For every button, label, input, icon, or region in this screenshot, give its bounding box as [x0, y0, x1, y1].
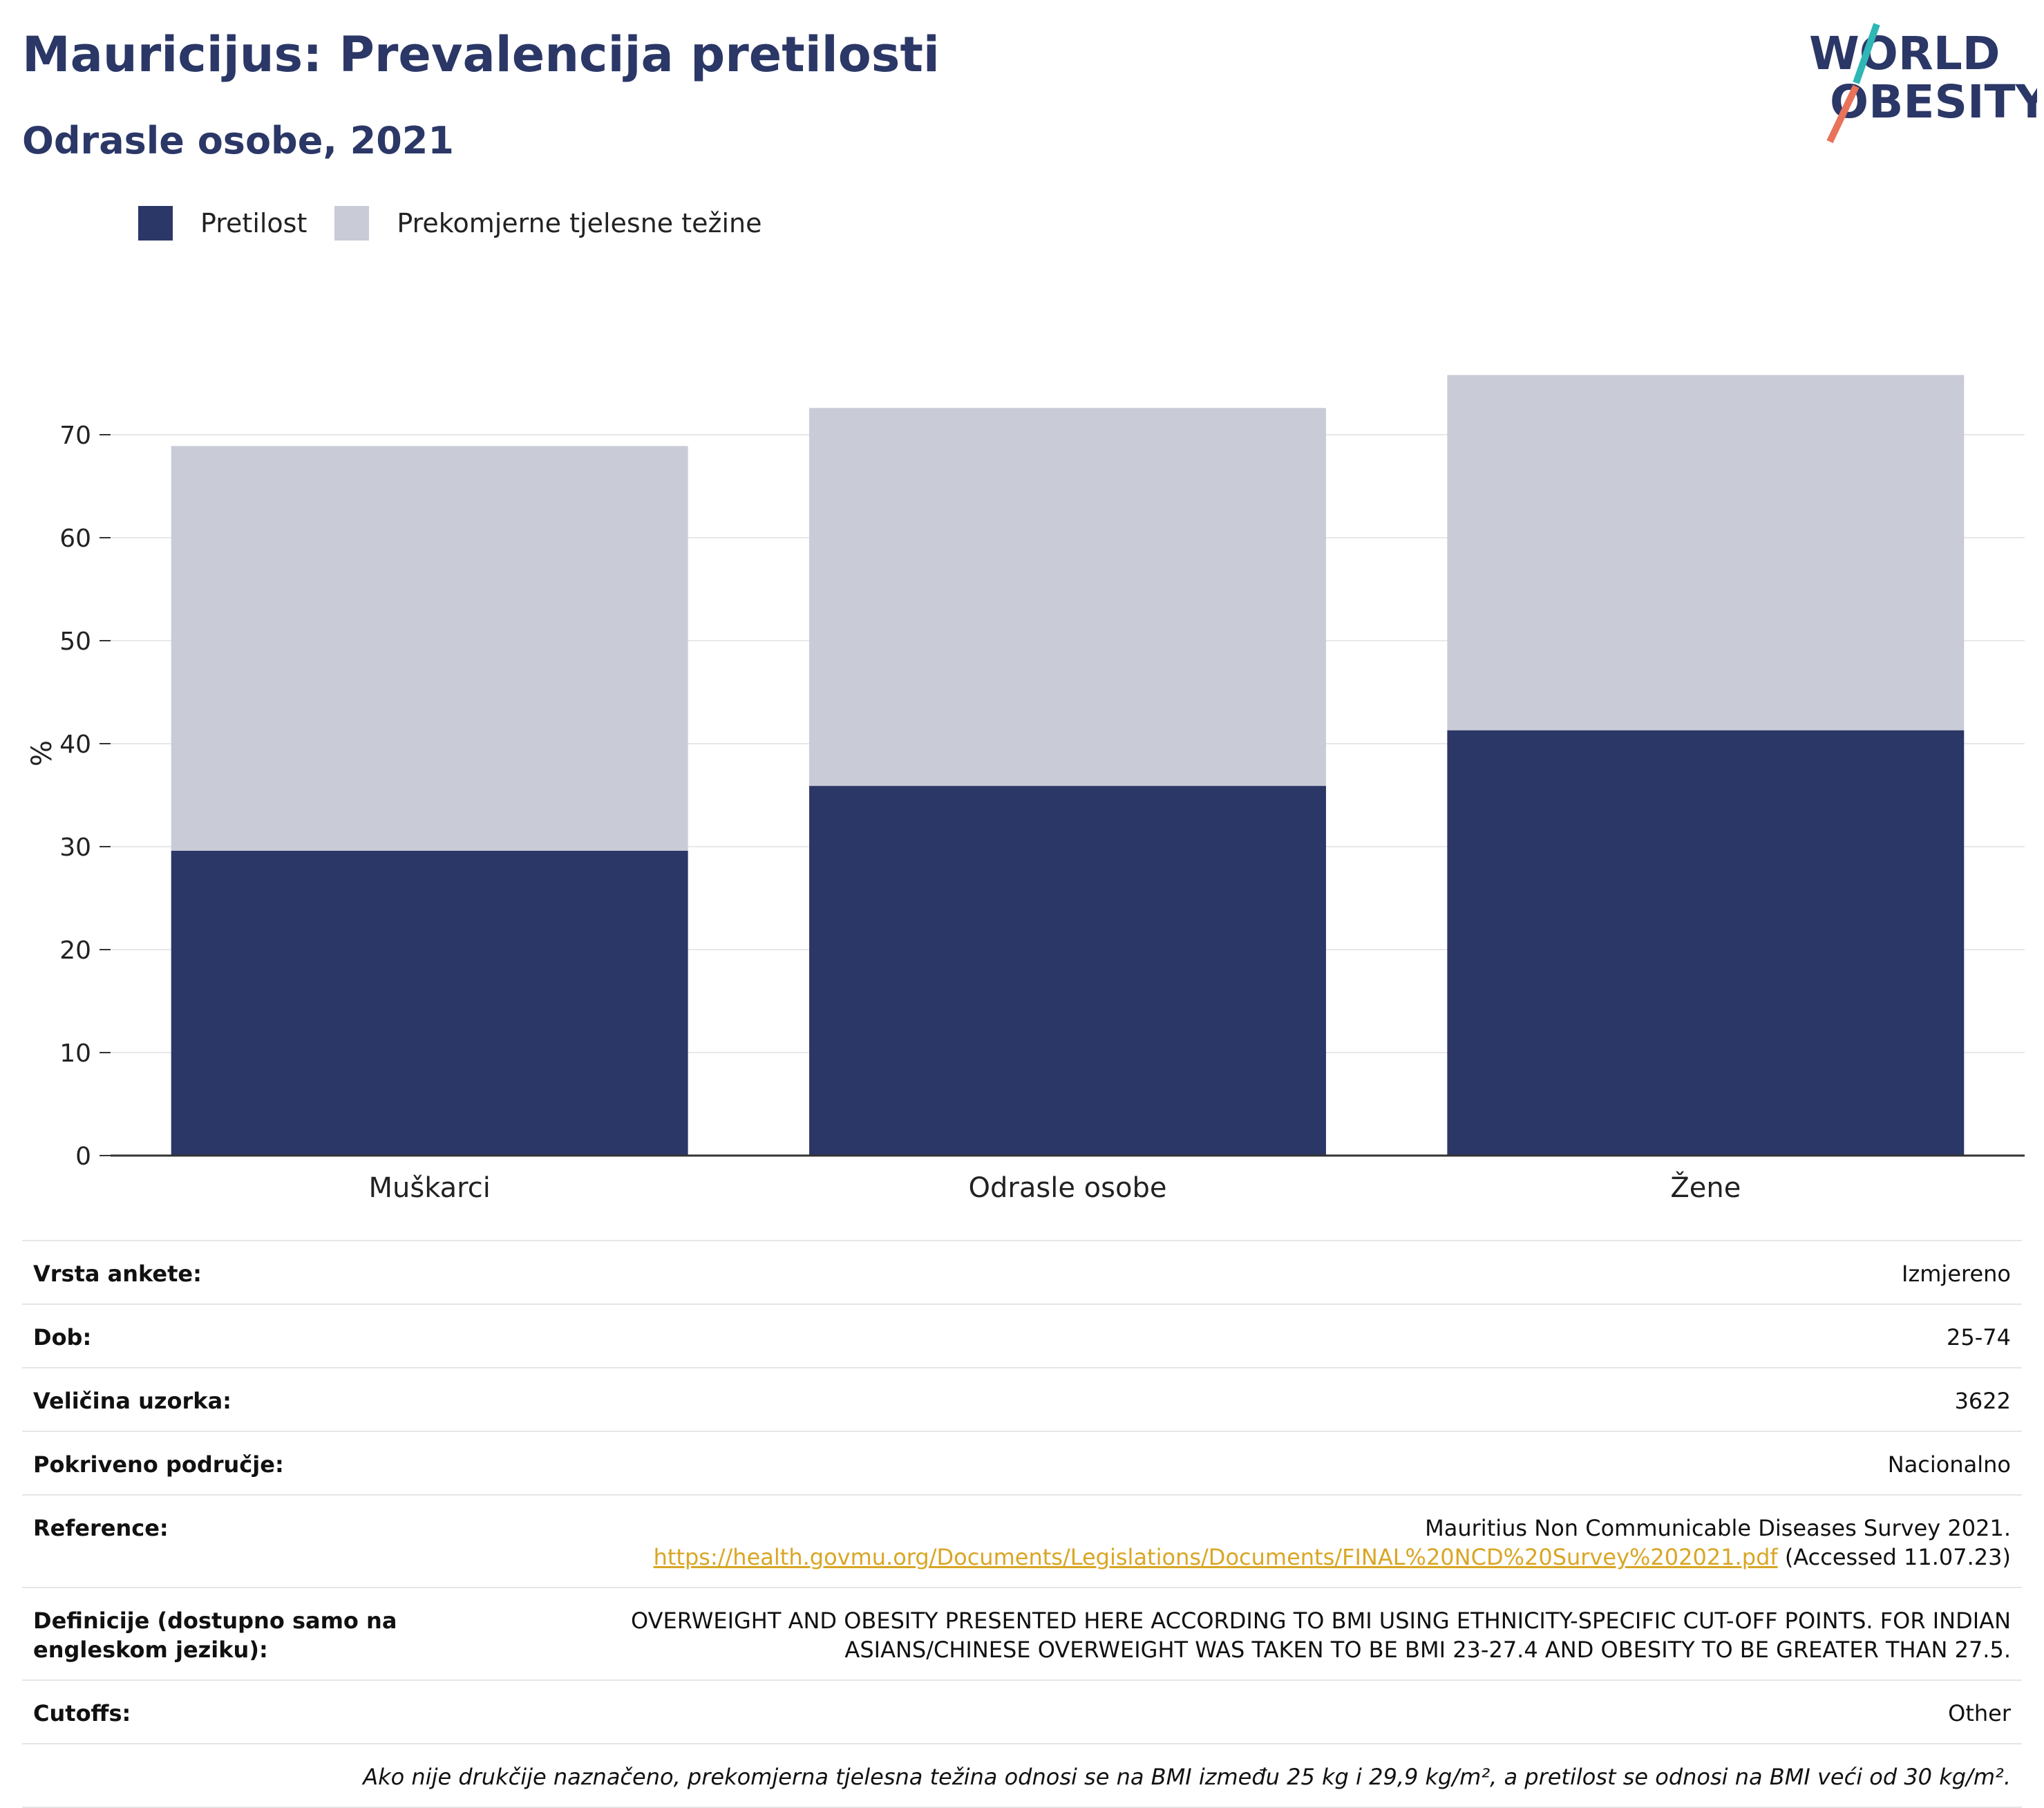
info-value: 25-74	[1947, 1324, 2011, 1350]
footnote-text: Ako nije drukčije naznačeno, prekomjerna…	[363, 1764, 2011, 1790]
world-obesity-logo: WORLD OBESITY	[1802, 21, 2044, 145]
chart-title: Mauricijus: Prevalencija pretilosti	[22, 26, 940, 83]
info-footnote: Ako nije drukčije naznačeno, prekomjerna…	[22, 1744, 2022, 1808]
info-value: Mauritius Non Communicable Diseases Surv…	[654, 1514, 2011, 1572]
bar-overweight-1[interactable]	[809, 408, 1326, 787]
bar-obesity-0[interactable]	[171, 850, 688, 1156]
y-tick-label: 30	[59, 834, 91, 862]
info-value: OVERWEIGHT AND OBESITY PRESENTED HERE AC…	[631, 1608, 2011, 1663]
legend-label-obesity: Pretilost	[200, 208, 307, 238]
reference-accessed: (Accessed 11.07.23)	[1777, 1544, 2011, 1570]
info-label: Veličina uzorka:	[33, 1388, 231, 1414]
y-tick-label: 40	[59, 731, 91, 759]
logo-line-2: OBESITY	[1830, 75, 2037, 129]
info-label: Definicije (dostupno samo na engleskom j…	[33, 1608, 397, 1663]
x-category-label: Žene	[1670, 1171, 1741, 1204]
legend-label-overweight: Prekomjerne tjelesne težine	[397, 208, 762, 238]
info-value: 3622	[1954, 1388, 2011, 1414]
legend: Pretilost Prekomjerne tjelesne težine	[138, 205, 790, 242]
info-row-age: Dob: 25-74	[22, 1305, 2022, 1368]
y-tick-label: 60	[59, 525, 91, 553]
info-label: Vrsta ankete:	[33, 1261, 202, 1287]
chart-subtitle: Odrasle osobe, 2021	[22, 119, 454, 162]
legend-item-obesity[interactable]: Pretilost	[138, 206, 307, 241]
stacked-bar-chart: 0 10 20 30 40 50 60 70 Muškarci Odrasle osobe Žene…	[26, 375, 2025, 1204]
info-row-reference: Reference: Mauritius Non Communicable Di…	[22, 1496, 2022, 1588]
y-tick-label: 20	[59, 936, 91, 965]
info-label: Pokriveno područje:	[33, 1451, 284, 1478]
info-value: Izmjereno	[1902, 1261, 2011, 1287]
logo-slash-coral	[1826, 84, 1860, 144]
info-label: Cutoffs:	[33, 1700, 131, 1726]
survey-info-table: Vrsta ankete: Izmjereno Dob: 25-74 Velič…	[22, 1240, 2022, 1808]
axis-layer: 0 10 20 30 40 50 60 70 Muškarci Odrasle osobe Žene	[59, 422, 2025, 1204]
info-row-sample-size: Veličina uzorka: 3622	[22, 1368, 2022, 1432]
info-row-cutoffs: Cutoffs: Other	[22, 1681, 2022, 1744]
y-tick-label: 10	[59, 1039, 91, 1068]
y-tick-label: 50	[59, 628, 91, 656]
x-category-label: Muškarci	[368, 1172, 490, 1204]
info-value: Other	[1948, 1700, 2011, 1726]
reference-link[interactable]: https://health.govmu.org/Documents/Legis…	[653, 1544, 1778, 1570]
bar-overweight-0[interactable]	[171, 446, 688, 851]
legend-swatch-overweight	[334, 206, 370, 241]
legend-swatch-obesity	[138, 206, 173, 241]
logo-line-1: WORLD	[1809, 27, 2000, 80]
y-axis-title: %	[26, 740, 58, 766]
info-label: Dob:	[33, 1324, 92, 1350]
info-value: Nacionalno	[1887, 1451, 2011, 1478]
legend-item-overweight[interactable]: Prekomjerne tjelesne težine	[334, 206, 762, 241]
y-tick-label: 0	[75, 1142, 91, 1171]
logo-slash-teal	[1853, 23, 1880, 84]
reference-title: Mauritius Non Communicable Diseases Surv…	[1425, 1515, 2011, 1541]
info-label: Reference:	[33, 1515, 169, 1541]
bar-overweight-2[interactable]	[1447, 375, 1965, 731]
bar-obesity-2[interactable]	[1447, 730, 1965, 1156]
info-row-survey-type: Vrsta ankete: Izmjereno	[22, 1241, 2022, 1305]
info-row-coverage: Pokriveno područje: Nacionalno	[22, 1432, 2022, 1496]
bar-obesity-1[interactable]	[809, 786, 1326, 1156]
y-tick-label: 70	[59, 422, 91, 450]
x-category-label: Odrasle osobe	[969, 1172, 1167, 1204]
bars-layer	[171, 375, 1965, 1156]
info-row-definitions: Definicije (dostupno samo na engleskom j…	[22, 1588, 2022, 1681]
